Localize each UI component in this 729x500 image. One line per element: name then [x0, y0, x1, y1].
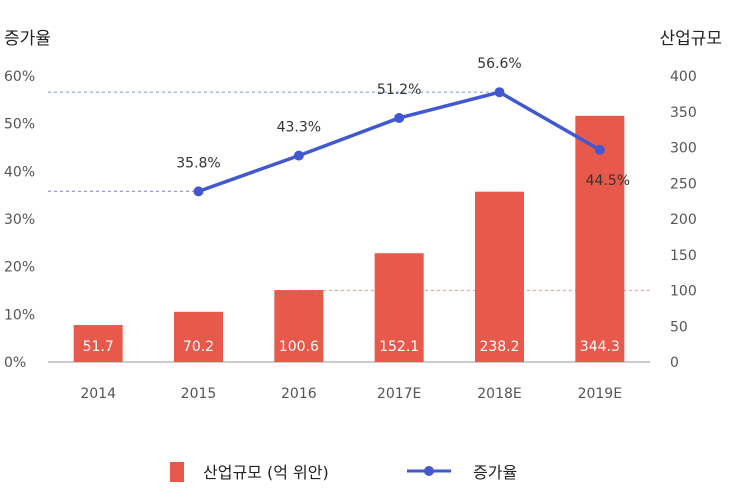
bar-value-label: 51.7 — [83, 339, 114, 355]
bar-value-label: 344.3 — [580, 339, 620, 355]
growth-point-label: 51.2% — [377, 82, 421, 98]
x-tick-label: 2019E — [578, 386, 622, 402]
x-tick-label: 2018E — [477, 386, 521, 402]
bar — [374, 253, 424, 362]
legend-label-line: 증가율 — [473, 463, 517, 482]
growth-line-point — [293, 150, 304, 161]
right-tick-label: 0 — [670, 355, 679, 371]
growth-point-label: 56.6% — [477, 56, 521, 72]
growth-point-label: 43.3% — [277, 120, 321, 136]
right-tick-label: 250 — [670, 176, 697, 192]
x-axis-ticks: 2014 2015 2016 2017E 2018E 2019E — [80, 386, 622, 402]
right-tick-label: 200 — [670, 212, 697, 228]
legend-label-bar: 산업규모 (억 위안) — [203, 463, 329, 482]
right-axis-title: 산업규모 — [659, 29, 722, 49]
right-tick-label: 150 — [670, 248, 697, 264]
bar-value-label: 238.2 — [479, 339, 519, 355]
x-tick-label: 2017E — [377, 386, 421, 402]
right-tick-label: 100 — [670, 284, 697, 300]
legend-swatch-marker — [424, 466, 434, 476]
left-tick-label: 30% — [4, 212, 35, 228]
growth-point-label: 44.5% — [586, 173, 630, 189]
bar — [575, 115, 625, 362]
x-tick-label: 2015 — [181, 386, 217, 402]
legend-swatch-bar — [170, 462, 184, 482]
bars: 51.7 70.2 100.6 152.1 238.2 344.3 — [73, 115, 625, 362]
growth-point-label: 35.8% — [176, 155, 220, 171]
growth-line-point — [193, 186, 204, 197]
left-tick-label: 10% — [4, 307, 35, 323]
left-axis-title: 증가율 — [4, 29, 51, 49]
bar-value-label: 152.1 — [379, 339, 419, 355]
right-axis-ticks: 0 50 100 150 200 250 300 350 400 — [670, 69, 697, 371]
left-tick-label: 20% — [4, 260, 35, 276]
left-tick-label: 50% — [4, 117, 35, 133]
left-axis-ticks: 0% 10% 20% 30% 40% 50% 60% — [4, 69, 35, 371]
guide-lines — [48, 91, 650, 292]
right-tick-label: 350 — [670, 105, 697, 121]
bar — [475, 191, 524, 362]
growth-line-series: 35.8% 43.3% 51.2% 56.6% 44.5% — [176, 56, 630, 197]
growth-line-point — [494, 87, 505, 98]
left-tick-label: 60% — [4, 69, 35, 85]
growth-line-path — [197, 90, 601, 194]
growth-line-point — [594, 144, 605, 155]
bar — [174, 311, 223, 362]
growth-line-point — [394, 112, 405, 123]
right-tick-label: 300 — [670, 141, 697, 157]
legend: 산업규모 (억 위안) 증가율 — [170, 462, 517, 482]
right-tick-label: 50 — [670, 319, 688, 335]
x-tick-label: 2014 — [80, 386, 116, 402]
right-tick-label: 400 — [670, 69, 697, 85]
left-tick-label: 40% — [4, 164, 35, 180]
bar — [73, 325, 123, 362]
bar-value-label: 70.2 — [183, 339, 214, 355]
x-tick-label: 2016 — [281, 386, 317, 402]
left-tick-label: 0% — [4, 355, 26, 371]
bar — [274, 290, 324, 362]
bar-value-label: 100.6 — [279, 339, 319, 355]
